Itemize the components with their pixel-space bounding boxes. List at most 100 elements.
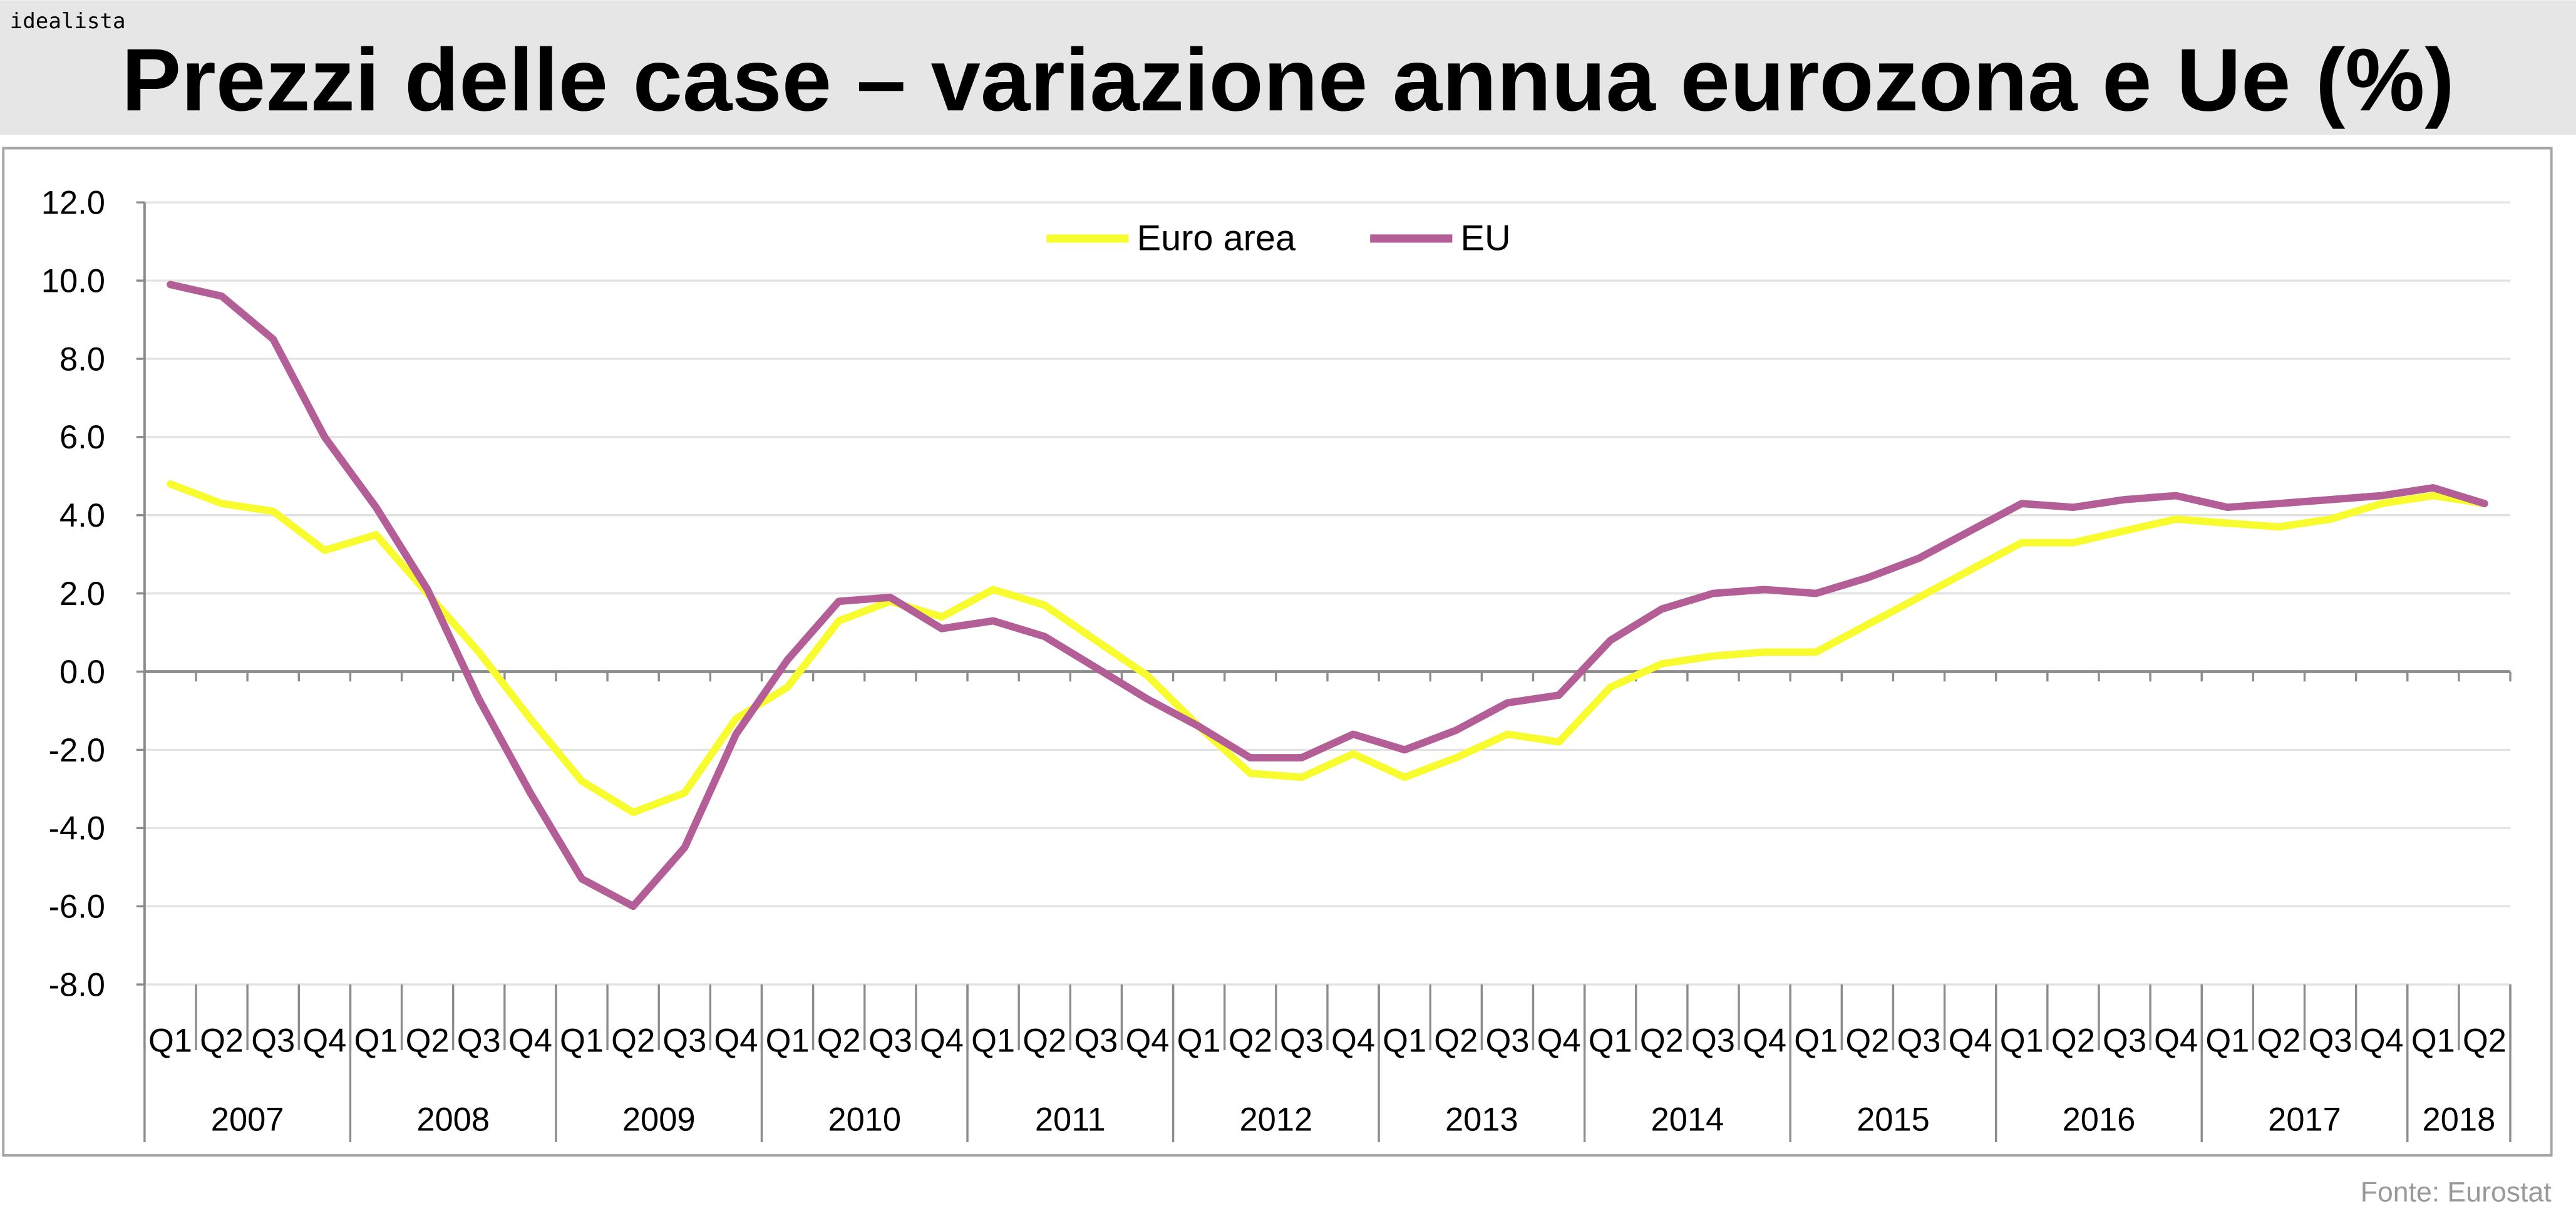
data-point xyxy=(1198,726,1199,727)
year-label: 2007 xyxy=(211,1102,284,1138)
quarter-label: Q2 xyxy=(1640,1023,1684,1060)
data-point xyxy=(170,483,171,485)
year-label: 2011 xyxy=(1035,1102,1106,1138)
data-point xyxy=(1044,605,1045,606)
quarter-label: Q3 xyxy=(1691,1023,1735,1060)
quarter-label: Q4 xyxy=(2360,1023,2404,1060)
data-point xyxy=(2433,495,2434,496)
data-point xyxy=(1867,624,1868,625)
quarter-label: Q2 xyxy=(200,1023,244,1060)
data-point xyxy=(838,601,839,602)
data-point xyxy=(787,687,788,688)
data-point xyxy=(1558,741,1559,743)
y-tick-label: 6.0 xyxy=(59,420,105,456)
quarter-label: Q1 xyxy=(2000,1023,2044,1060)
quarter-label: Q1 xyxy=(2205,1023,2249,1060)
quarter-label: Q3 xyxy=(1280,1023,1324,1060)
data-point xyxy=(1867,577,1868,578)
data-point xyxy=(684,847,685,848)
legend-label-euro-area: Euro area xyxy=(1137,218,1296,258)
quarter-label: Q3 xyxy=(1485,1023,1529,1060)
year-label: 2016 xyxy=(2063,1102,2136,1138)
data-point xyxy=(992,589,994,590)
year-label: 2018 xyxy=(2423,1102,2496,1138)
chart-frame xyxy=(2,147,2553,1157)
quarter-label: Q4 xyxy=(1537,1023,1581,1060)
year-label: 2012 xyxy=(1239,1102,1312,1138)
data-point xyxy=(2381,503,2382,504)
source-note: Fonte: Eurostat xyxy=(2361,1177,2552,1207)
quarter-label: Q1 xyxy=(2411,1023,2455,1060)
y-tick-label: -2.0 xyxy=(48,733,105,769)
quarter-label: Q1 xyxy=(766,1023,810,1060)
quarter-label: Q1 xyxy=(148,1023,192,1060)
quarter-label: Q3 xyxy=(251,1023,295,1060)
quarter-label: Q3 xyxy=(1897,1023,1941,1060)
y-tick-label: 4.0 xyxy=(59,498,105,534)
data-point xyxy=(2381,495,2382,496)
data-point xyxy=(530,718,531,719)
quarter-label: Q1 xyxy=(1794,1023,1838,1060)
quarter-label: Q4 xyxy=(920,1023,964,1060)
data-point xyxy=(1713,593,1714,594)
data-point xyxy=(2227,507,2228,508)
data-point xyxy=(632,906,634,907)
quarter-label: Q2 xyxy=(2051,1023,2095,1060)
legend: Euro area EU xyxy=(1046,218,1511,258)
series-line-eu xyxy=(167,281,2488,911)
quarter-label: Q2 xyxy=(1845,1023,1889,1060)
year-label: 2015 xyxy=(1857,1102,1930,1138)
quarter-label: Q1 xyxy=(1383,1023,1426,1060)
quarter-label: Q3 xyxy=(2309,1023,2352,1060)
data-point xyxy=(2330,519,2331,520)
data-point xyxy=(2175,519,2177,520)
data-point xyxy=(2227,522,2228,524)
data-point xyxy=(1970,530,1971,531)
quarter-label: Q1 xyxy=(971,1023,1015,1060)
quarter-label: Q4 xyxy=(2154,1023,2198,1060)
quarter-label: Q3 xyxy=(457,1023,501,1060)
data-point xyxy=(1352,734,1354,735)
header-band xyxy=(0,0,2576,135)
quarter-label: Q1 xyxy=(560,1023,604,1060)
data-point xyxy=(1044,636,1045,637)
year-label: 2017 xyxy=(2268,1102,2341,1138)
data-point xyxy=(478,652,480,653)
y-tick-label: 2.0 xyxy=(59,576,105,612)
quarter-label: Q2 xyxy=(406,1023,450,1060)
quarter-label: Q2 xyxy=(1023,1023,1066,1060)
quarter-label: Q4 xyxy=(714,1023,758,1060)
quarter-label: Q2 xyxy=(1434,1023,1478,1060)
data-point xyxy=(427,589,428,590)
chart-title: Prezzi delle case – variazione annua eur… xyxy=(121,31,2455,130)
y-tick-label: -8.0 xyxy=(48,967,105,1003)
quarter-label: Q2 xyxy=(1229,1023,1272,1060)
quarter-label: Q1 xyxy=(1589,1023,1632,1060)
y-tick-label: 0.0 xyxy=(59,654,105,691)
data-point xyxy=(890,597,891,598)
quarter-label: Q2 xyxy=(611,1023,655,1060)
data-point xyxy=(2175,495,2177,496)
data-point xyxy=(787,659,788,661)
data-point xyxy=(632,812,634,813)
year-label: 2009 xyxy=(622,1102,696,1138)
series-line-euro-area xyxy=(167,480,2488,817)
y-tick-label: -6.0 xyxy=(48,889,105,926)
data-point xyxy=(2073,542,2074,543)
quarter-label: Q4 xyxy=(1126,1023,1170,1060)
legend-label-eu: EU xyxy=(1460,218,1510,258)
y-tick-label: 12.0 xyxy=(41,185,105,222)
quarter-label: Q4 xyxy=(1743,1023,1786,1060)
data-point xyxy=(2073,507,2074,508)
data-point xyxy=(1250,773,1251,774)
quarter-label: Q3 xyxy=(2103,1023,2146,1060)
quarter-label: Q3 xyxy=(868,1023,912,1060)
data-point xyxy=(324,550,325,551)
quarter-label: Q3 xyxy=(1074,1023,1118,1060)
data-point xyxy=(1558,694,1559,696)
brand-logo: idealista xyxy=(10,9,126,34)
data-point xyxy=(272,511,274,512)
y-tick-label: -4.0 xyxy=(48,811,105,847)
quarter-label: Q4 xyxy=(302,1023,346,1060)
